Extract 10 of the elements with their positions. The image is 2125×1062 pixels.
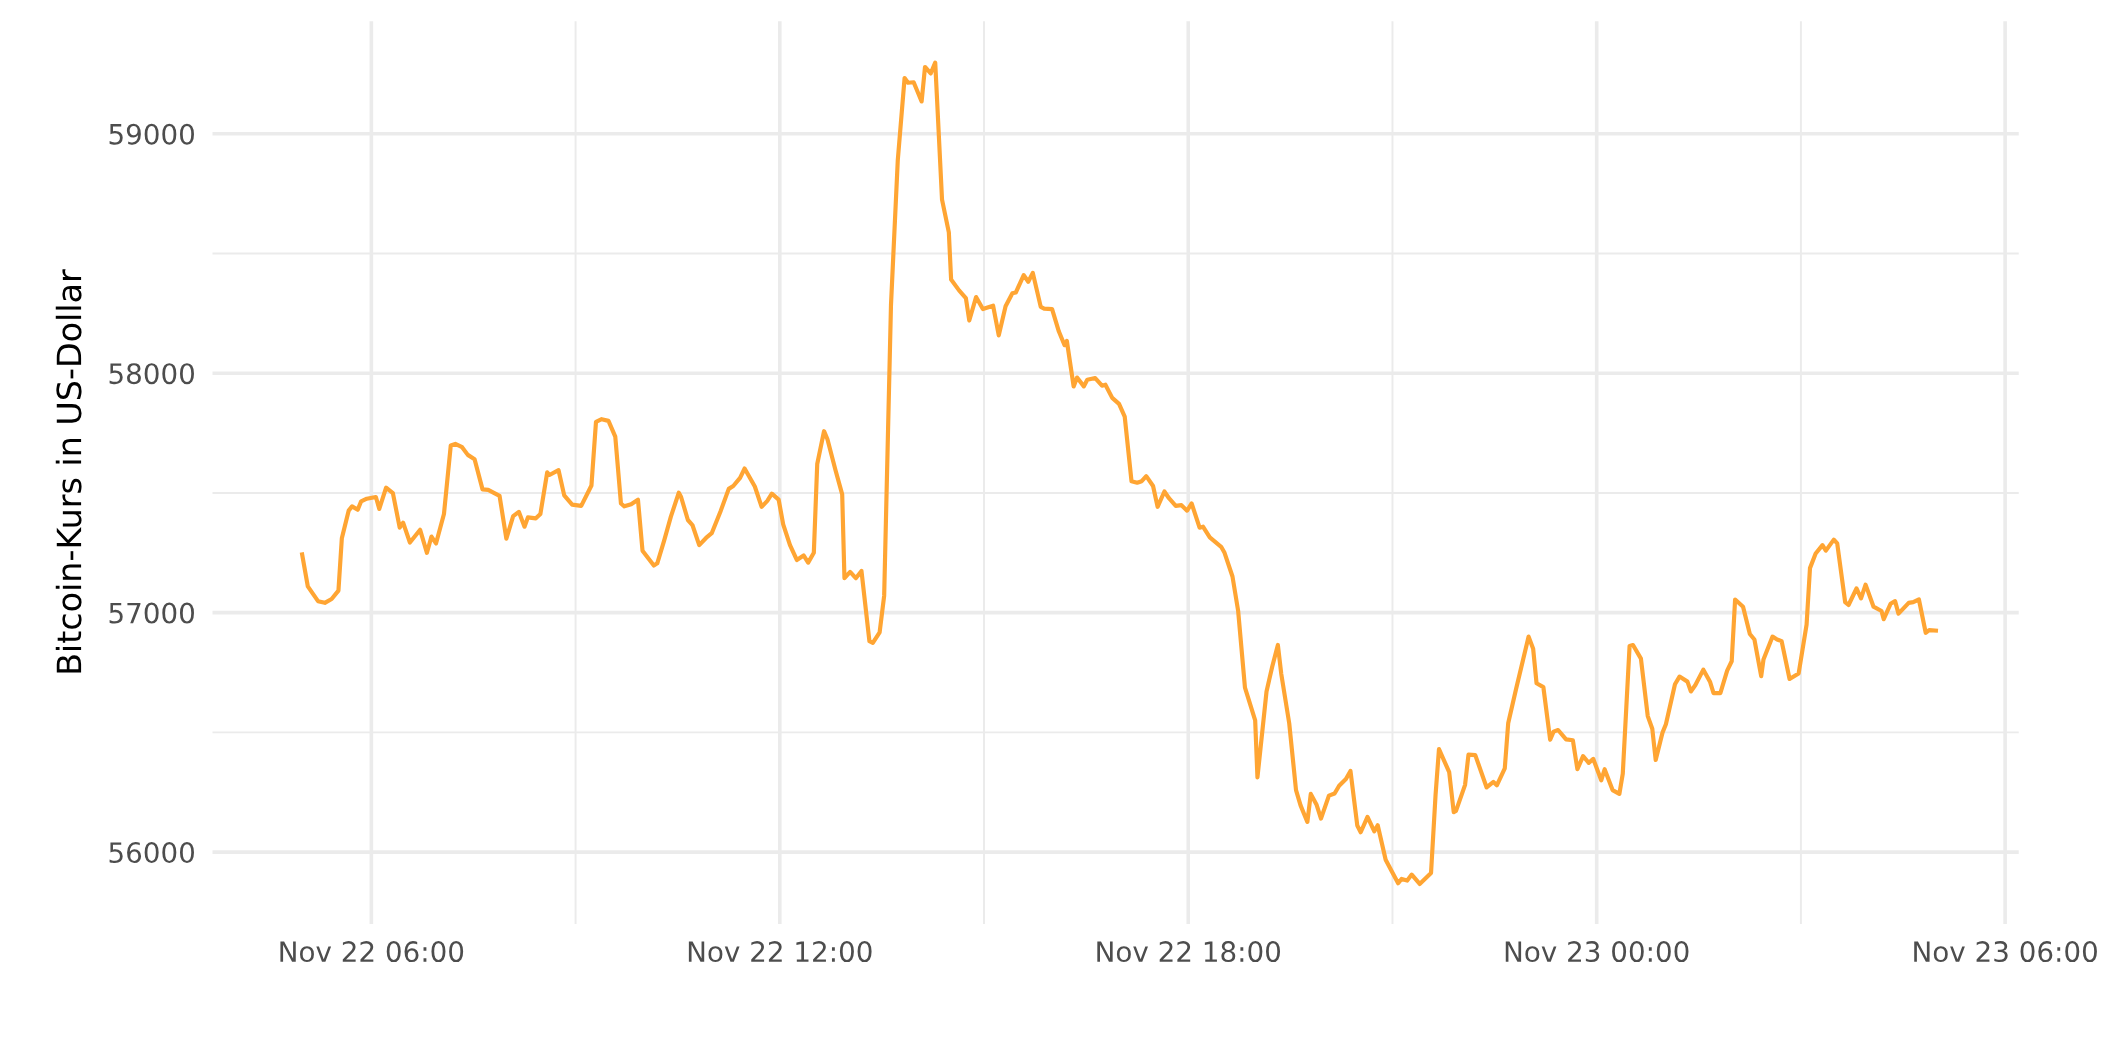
- x-tick-label: Nov 23 06:00: [1914, 941, 2097, 963]
- y-axis-title: Bitcoin-Kurs in US-Dollar: [55, 269, 82, 673]
- x-tick-label: Nov 23 00:00: [1505, 941, 1689, 963]
- y-tick-label: 57000: [109, 602, 194, 624]
- x-tick-label: Nov 22 12:00: [688, 941, 872, 963]
- y-tick-label: 59000: [109, 123, 194, 145]
- y-tick-label: 58000: [109, 363, 194, 385]
- x-tick-label: Nov 22 06:00: [280, 941, 464, 963]
- y-tick-label: 56000: [109, 842, 194, 864]
- x-tick-label: Nov 22 18:00: [1097, 941, 1281, 963]
